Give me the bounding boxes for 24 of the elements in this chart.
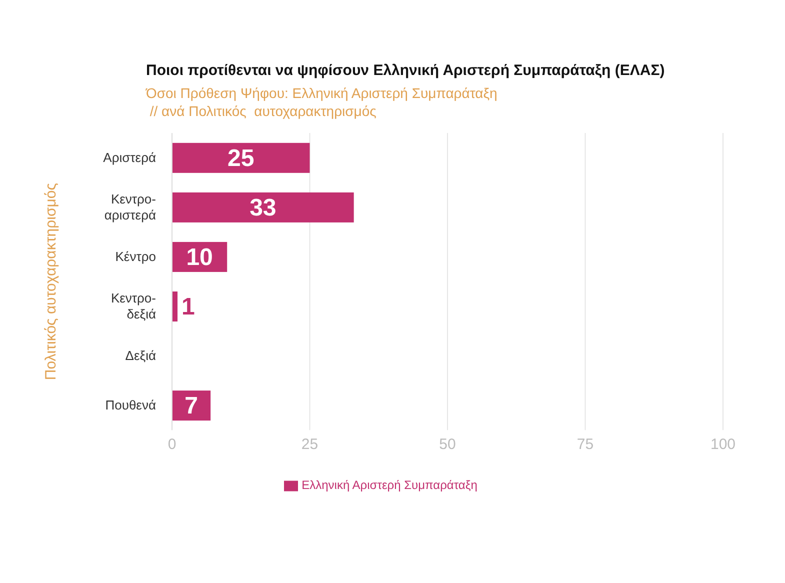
y-tick-label: Κέντρο xyxy=(115,248,156,264)
x-tick-label: 50 xyxy=(439,436,456,453)
x-tick-label: 0 xyxy=(168,436,176,453)
bar xyxy=(172,142,310,173)
x-tick-label: 100 xyxy=(710,436,736,453)
bar xyxy=(172,192,354,222)
x-tick-label: 75 xyxy=(576,436,594,453)
data-label: 1 xyxy=(182,293,195,320)
legend-label: Ελληνική Αριστερή Συμπαράταξη xyxy=(302,478,478,492)
data-label: 7 xyxy=(184,392,198,420)
y-tick-label: Κεντρο- δεξιά xyxy=(110,290,156,322)
bar xyxy=(172,291,178,322)
y-tick-label: Πουθενά xyxy=(105,397,156,412)
data-label: 25 xyxy=(228,144,254,172)
chart-title: Ποιοι προτίθενται να ψηφίσουν Ελληνική Αριστερή Συμπαράταξη (ΕΛΑΣ) xyxy=(146,62,665,79)
y-tick-label: Δεξιά xyxy=(125,348,156,363)
bar xyxy=(172,390,211,421)
data-label: 10 xyxy=(186,244,213,271)
x-tick-label: 25 xyxy=(301,436,318,453)
chart-subtitle: Όσοι Πρόθεση Ψήφου: Ελληνική Αριστερή Συμπαράταξη // ανά Πολιτικός αυτοχαρακτηρισμός xyxy=(146,84,498,120)
y-tick-label: Αριστερά xyxy=(103,150,156,165)
y-axis-title: Πολιτικός αυτοχαρακτηρισμός xyxy=(42,183,60,380)
data-label: 33 xyxy=(250,194,276,222)
y-tick-label: Κεντρο- αριστερά xyxy=(104,191,156,222)
